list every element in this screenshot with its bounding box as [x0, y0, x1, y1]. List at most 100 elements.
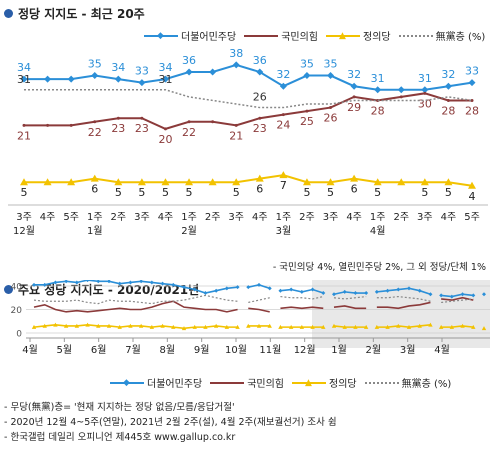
legend-label: 無黨층 (%): [435, 32, 486, 43]
legend-swatch: ▲: [292, 378, 327, 388]
x-tick-label: 11월: [259, 344, 281, 356]
top-chart: 34 35 34 33 34 36 38 36 32 35 35 32 31 31 32 33 21 22 23 23…: [8, 47, 488, 237]
data-label: 5: [186, 186, 193, 199]
data-point: [116, 116, 120, 120]
data-point: [185, 178, 194, 186]
data-label: 6: [351, 183, 358, 196]
legend-swatch: ◆: [110, 378, 144, 388]
data-point: [468, 79, 476, 87]
legend-item: 국민의힘: [210, 375, 284, 390]
data-label: 5: [233, 186, 240, 199]
top-chart-note: - 국민의당 4%, 열린민주당 2%, 그 외 정당/단체 1%: [272, 262, 486, 273]
data-label: 36: [253, 54, 267, 67]
data-point: [69, 123, 73, 127]
data-point: [468, 181, 476, 189]
data-point: [67, 75, 75, 83]
series-line: [280, 288, 324, 294]
data-label: 5: [303, 186, 310, 199]
series-line: [24, 92, 472, 130]
data-label: 31: [158, 73, 172, 86]
legend-swatch: ▲: [326, 31, 361, 41]
data-label: 22: [182, 126, 196, 139]
data-label: 28: [371, 104, 385, 117]
data-label: 22: [88, 126, 102, 139]
series-line: [333, 295, 367, 300]
series-line: [24, 174, 473, 187]
top-legend: ◆ 더불어민주당 국민의힘 ▲ 정의당 無黨층 (%): [144, 28, 493, 43]
data-point: [93, 120, 97, 124]
month-label: 1월: [87, 225, 103, 237]
month-label: 4월: [370, 225, 386, 237]
x-tick-label: 6월: [91, 344, 107, 356]
title-bullet-icon: [4, 285, 13, 294]
series-line: [33, 294, 238, 305]
series-line: [280, 295, 324, 300]
data-point: [373, 178, 382, 186]
data-point: [67, 178, 76, 186]
series-line: [441, 296, 474, 301]
data-point: [208, 178, 217, 186]
data-label: 32: [276, 68, 290, 81]
data-label: 26: [253, 91, 267, 104]
series-line: [333, 325, 367, 328]
data-point: [137, 178, 146, 186]
data-label: 29: [347, 101, 361, 114]
series-line: [441, 298, 474, 304]
data-label: 4: [469, 190, 476, 203]
data-point: [232, 61, 240, 69]
footnote-2: - 2020년 12월 4~5주(연말), 2021년 2월 2주(설), 4월…: [4, 417, 337, 428]
data-point: [256, 68, 264, 76]
shaded-period: [312, 280, 490, 348]
series-line: [33, 323, 238, 330]
data-point: [235, 285, 240, 290]
data-point: [439, 293, 444, 298]
series-line: [248, 297, 270, 304]
x-tick-label: 5주: [464, 212, 480, 223]
series-line: [248, 307, 270, 313]
series-line: [441, 325, 474, 328]
data-label: 21: [17, 129, 31, 142]
x-tick-label: 2주: [299, 212, 315, 223]
data-point: [211, 120, 215, 124]
x-tick-label: 1주: [276, 212, 292, 223]
data-label: 5: [421, 186, 428, 199]
series-line: [441, 293, 474, 298]
data-point: [138, 79, 146, 87]
x-tick-label: 2주: [393, 212, 409, 223]
data-label: 34: [111, 61, 125, 74]
footnote-3: - 한국갤럽 데일리 오피니언 제445호 www.gallup.co.kr: [4, 432, 236, 443]
data-point: [44, 75, 52, 83]
data-label: 5: [327, 186, 334, 199]
series-line: [333, 305, 367, 310]
x-tick-label: 8월: [160, 344, 176, 356]
x-tick-label: 1주: [181, 212, 197, 223]
legend-label: 더불어민주당: [147, 379, 203, 390]
data-point: [22, 123, 26, 127]
data-point: [302, 178, 311, 186]
legend-item: ▲ 정의당: [292, 375, 357, 390]
x-tick-label: 3주: [16, 212, 32, 223]
series-line: [376, 323, 431, 328]
legend-swatch: [398, 31, 433, 41]
data-point: [397, 178, 406, 186]
x-tick-label: 1주: [87, 212, 103, 223]
data-label: 6: [91, 183, 98, 196]
data-label: 31: [17, 73, 31, 86]
x-tick-label: 9월: [194, 344, 210, 356]
data-label: 34: [158, 61, 172, 74]
bottom-chart-title-text: 주요 정당 지지도 - 2020/2021년: [18, 283, 200, 297]
series-line: [24, 89, 473, 109]
data-point: [187, 120, 191, 124]
data-label: 23: [135, 122, 149, 135]
data-point: [350, 174, 359, 182]
data-point: [209, 68, 217, 76]
top-chart-title-text: 정당 지지도 - 최근 20주: [18, 7, 145, 21]
legend-label: 정의당: [329, 379, 357, 390]
bottom-chart: 0 20 40 4월 5월 6월 7월 8월 9월 10월 11월 12월 1월 2월 3월 4월: [11, 280, 490, 356]
data-label: 23: [111, 122, 125, 135]
data-point: [258, 116, 262, 120]
data-label: 31: [371, 72, 385, 85]
data-label: 7: [280, 179, 287, 192]
x-tick-label: 1월: [331, 344, 347, 356]
legend-item: ▲ 정의당: [326, 28, 391, 43]
